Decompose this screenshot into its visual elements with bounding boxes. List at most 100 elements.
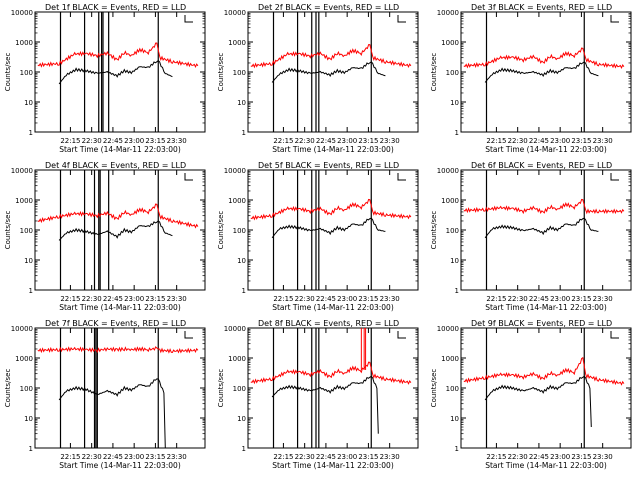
x-tick-label: 23:30 [593, 295, 613, 303]
y-tick-label: 100 [233, 227, 246, 235]
series-lld-red [37, 203, 199, 229]
x-tick-label: 22:45 [103, 295, 123, 303]
series-events-black [58, 220, 173, 241]
panel-title: Det 3f BLACK = Events, RED = LLD [471, 3, 612, 12]
y-tick-label: 1 [29, 445, 33, 453]
y-tick-label: 1 [29, 129, 33, 137]
x-tick-label: 22:45 [529, 453, 549, 461]
x-tick-label: 23:00 [550, 295, 570, 303]
panel-9: Det 9f BLACK = Events, RED = LLD 1 10 100 10… [430, 319, 632, 470]
x-axis-label: Start Time (14-Mar-11 22:03:00) [485, 145, 607, 154]
y-tick-label: 10000 [437, 9, 459, 17]
x-tick-label: 23:30 [380, 295, 400, 303]
series-lld-red [250, 198, 412, 221]
y-tick-label: 1000 [15, 197, 33, 205]
x-tick-label: 23:15 [571, 453, 591, 461]
x-tick-label: 22:45 [103, 453, 123, 461]
y-axis-label: Counts/sec [4, 211, 12, 250]
y-axis-label: Counts/sec [217, 53, 225, 92]
x-tick-label: 22:30 [82, 295, 102, 303]
y-tick-label: 1000 [441, 355, 459, 363]
x-tick-label: 22:45 [103, 137, 123, 145]
x-tick-label: 23:00 [337, 137, 357, 145]
y-tick-label: 100 [233, 69, 246, 77]
y-tick-label: 100 [446, 69, 459, 77]
x-tick-label: 23:30 [380, 453, 400, 461]
series-lld-red [463, 356, 625, 386]
x-tick-label: 23:15 [358, 137, 378, 145]
y-tick-label: 100 [446, 385, 459, 393]
y-tick-label: 1000 [228, 197, 246, 205]
x-tick-label: 22:15 [486, 137, 506, 145]
y-tick-label: 1 [455, 287, 459, 295]
x-tick-label: 22:30 [82, 137, 102, 145]
panel-title: Det 6f BLACK = Events, RED = LLD [471, 161, 612, 170]
x-tick-label: 23:00 [337, 453, 357, 461]
legend-bracket [184, 331, 193, 339]
y-tick-label: 10 [237, 257, 246, 265]
y-tick-label: 10000 [224, 9, 246, 17]
panel-4: Det 4f BLACK = Events, RED = LLD 1 10 100 10… [4, 161, 206, 312]
x-axis-label: Start Time (14-Mar-11 22:03:00) [272, 303, 394, 312]
legend-bracket [397, 173, 406, 181]
y-tick-label: 1 [29, 287, 33, 295]
series-events-black [271, 217, 386, 239]
series-events-black [58, 378, 166, 449]
y-tick-label: 1 [455, 129, 459, 137]
y-tick-label: 10 [450, 99, 459, 107]
panel-title: Det 8f BLACK = Events, RED = LLD [258, 319, 399, 328]
y-tick-label: 10 [237, 415, 246, 423]
x-tick-label: 23:00 [124, 295, 144, 303]
x-tick-label: 23:00 [337, 295, 357, 303]
series-lld-red [250, 44, 412, 69]
y-axis-label: Counts/sec [217, 211, 225, 250]
y-tick-label: 100 [20, 227, 33, 235]
y-tick-label: 1 [242, 129, 246, 137]
y-tick-label: 10 [24, 415, 33, 423]
y-tick-label: 10000 [224, 325, 246, 333]
x-tick-label: 23:00 [124, 137, 144, 145]
panel-8: Det 8f BLACK = Events, RED = LLD 1 10 100 10… [217, 319, 419, 470]
y-tick-label: 100 [446, 227, 459, 235]
x-tick-label: 22:15 [273, 137, 293, 145]
x-tick-label: 22:30 [508, 295, 528, 303]
series-events-black [271, 375, 379, 434]
panel-title: Det 7f BLACK = Events, RED = LLD [45, 319, 186, 328]
panel-7: Det 7f BLACK = Events, RED = LLD 1 10 100 10… [4, 319, 206, 470]
x-axis-label: Start Time (14-Mar-11 22:03:00) [272, 145, 394, 154]
x-tick-label: 22:30 [508, 453, 528, 461]
y-tick-label: 1000 [228, 355, 246, 363]
panel-title: Det 9f BLACK = Events, RED = LLD [471, 319, 612, 328]
x-tick-label: 22:30 [295, 137, 315, 145]
y-tick-label: 10000 [437, 167, 459, 175]
x-tick-label: 23:30 [593, 137, 613, 145]
x-tick-label: 23:30 [380, 137, 400, 145]
panel-title: Det 4f BLACK = Events, RED = LLD [45, 161, 186, 170]
series-events-black [271, 61, 386, 83]
x-tick-label: 23:15 [358, 453, 378, 461]
panels-grid: Det 1f BLACK = Events, RED = LLD 1 10 100 10… [4, 3, 632, 470]
x-tick-label: 23:15 [145, 137, 165, 145]
x-tick-label: 22:45 [529, 137, 549, 145]
series-lld-red [37, 42, 199, 68]
legend-bracket [610, 15, 619, 23]
y-tick-label: 10 [237, 99, 246, 107]
y-tick-label: 10000 [11, 9, 33, 17]
x-axis-label: Start Time (14-Mar-11 22:03:00) [59, 145, 181, 154]
x-tick-label: 23:15 [571, 295, 591, 303]
legend-bracket [610, 173, 619, 181]
x-tick-label: 23:00 [124, 453, 144, 461]
series-events-black [484, 61, 599, 83]
x-tick-label: 22:30 [295, 295, 315, 303]
y-axis-label: Counts/sec [430, 53, 438, 92]
y-tick-label: 100 [20, 385, 33, 393]
y-tick-label: 10 [24, 99, 33, 107]
y-tick-label: 1 [455, 445, 459, 453]
x-tick-label: 22:45 [316, 295, 336, 303]
x-tick-label: 22:15 [60, 137, 80, 145]
x-tick-label: 22:15 [60, 295, 80, 303]
x-tick-label: 23:15 [358, 295, 378, 303]
x-tick-label: 22:15 [486, 453, 506, 461]
